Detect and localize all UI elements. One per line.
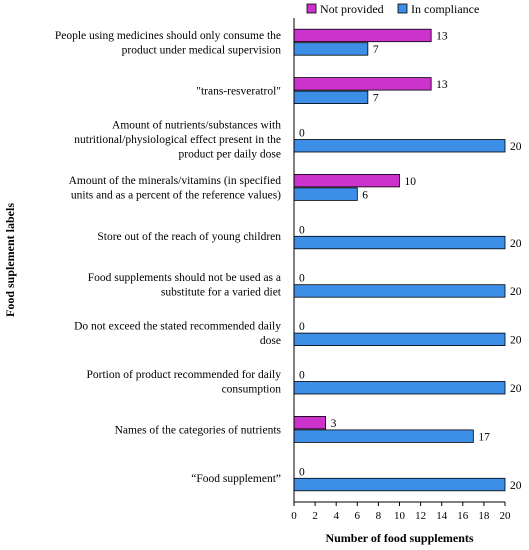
value-label: 0: [299, 128, 305, 140]
category-label: "trans-resveratrol": [196, 86, 281, 98]
value-label: 17: [478, 431, 490, 443]
category-label-line: "trans-resveratrol": [196, 86, 281, 98]
value-label: 7: [373, 44, 379, 56]
category-label-line: Portion of product recommended for daily: [87, 369, 282, 381]
category-label: Names of the categories of nutrients: [115, 424, 282, 436]
category-label-line: People using medicines should only consu…: [55, 30, 281, 42]
bar: [293, 332, 506, 347]
x-tick-label: 12: [415, 510, 426, 522]
category-label-line: dose: [260, 335, 281, 347]
y-axis-title: Food suplement labels: [3, 203, 17, 317]
value-label: 20: [510, 383, 522, 395]
bar: [293, 284, 506, 298]
value-label: 20: [510, 335, 522, 347]
category-labels: People using medicines should only consu…: [55, 30, 282, 485]
bar: [293, 139, 506, 153]
legend: Not provided In compliance: [306, 2, 479, 16]
value-label: 6: [362, 189, 368, 201]
value-label: 0: [299, 466, 305, 478]
category-label-line: product under medical supervision: [122, 44, 282, 56]
bar: [293, 415, 327, 430]
bar: [293, 90, 369, 104]
bar: [293, 235, 506, 250]
category-label-line: units and as a percent of the reference …: [71, 190, 281, 202]
category-label-line: “Food supplement”: [191, 473, 281, 485]
category-label: Portion of product recommended for daily…: [87, 369, 282, 396]
x-tick-label: 14: [436, 510, 448, 522]
x-tick-label: 0: [291, 510, 297, 522]
x-tick-label: 10: [394, 510, 406, 522]
category-label: Store out of the reach of young children: [97, 231, 281, 243]
x-tick-label: 8: [376, 510, 382, 522]
value-label: 0: [299, 224, 305, 236]
category-label: Amount of the minerals/vitamins (in spec…: [69, 175, 282, 202]
category-label-line: Amount of nutrients/substances with: [112, 120, 281, 132]
category-label-line: Names of the categories of nutrients: [115, 424, 282, 436]
category-label: Amount of nutrients/substances with nutri…: [74, 120, 281, 161]
bar: [293, 429, 474, 443]
x-tick-label: 2: [312, 510, 318, 522]
bar: [293, 477, 506, 492]
value-label: 20: [510, 480, 522, 492]
bar: [293, 77, 432, 91]
x-axis: 0 2 4 6 8 10 12 14 16 18 20: [291, 18, 511, 522]
bar: [293, 173, 400, 188]
value-label: 13: [436, 79, 448, 91]
value-label: 7: [373, 93, 379, 105]
x-tick-label: 4: [333, 510, 339, 522]
value-labels: 13 7 13 7 0 20 10 6 0 20 0 20 0 20 0 20 3 17 0 20: [299, 31, 522, 492]
category-label: “Food supplement”: [191, 473, 281, 485]
category-label-line: consumption: [222, 383, 282, 395]
value-label: 0: [299, 370, 305, 382]
category-label-line: substitute for a varied diet: [161, 286, 282, 298]
bar: [293, 42, 369, 56]
category-label-line: Amount of the minerals/vitamins (in spec…: [69, 175, 282, 187]
bar: [293, 381, 506, 395]
bar: [293, 28, 432, 43]
x-tick-label: 18: [478, 510, 490, 522]
category-label: People using medicines should only consu…: [55, 30, 281, 57]
category-label-line: Do not exceed the stated recommended dai…: [74, 320, 281, 332]
category-label: Do not exceed the stated recommended dai…: [74, 320, 281, 347]
legend-swatch: [397, 3, 408, 14]
value-label: 0: [299, 321, 305, 333]
category-label-line: Food supplements should not be used as a: [88, 272, 281, 284]
value-label: 13: [436, 31, 448, 43]
value-label: 20: [510, 238, 522, 250]
category-label: Food supplements should not be used as a…: [88, 272, 282, 299]
value-label: 3: [331, 418, 337, 430]
bars: [293, 28, 506, 492]
value-label: 10: [405, 176, 417, 188]
category-label-line: Store out of the reach of young children: [97, 231, 281, 243]
category-label-line: product per daily dose: [178, 149, 281, 161]
value-label: 20: [510, 286, 522, 298]
bar: [293, 187, 358, 201]
legend-label: Not provided: [320, 2, 384, 16]
x-axis-title: Number of food supplements: [325, 531, 473, 545]
category-label-line: nutritional/physiological effect present…: [74, 134, 281, 146]
legend-label: In compliance: [411, 2, 479, 16]
legend-swatch: [306, 3, 317, 14]
x-tick-label: 6: [355, 510, 361, 522]
x-tick-label: 20: [500, 510, 512, 522]
value-label: 0: [299, 273, 305, 285]
x-tick-label: 16: [457, 510, 469, 522]
value-label: 20: [510, 141, 522, 153]
